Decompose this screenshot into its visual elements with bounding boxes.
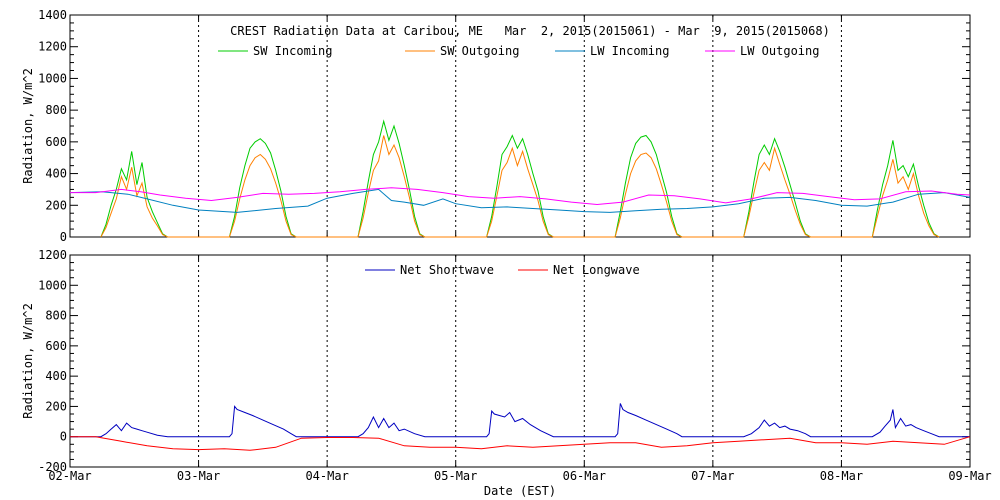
bottom-panel: 02-Mar 03-Mar 04-Mar 05-Mar 06-Mar 07-Mar 08-M…	[38, 248, 992, 483]
top-y-tick-label: 1400	[38, 8, 67, 22]
bottom-y-tick-label: 1200	[38, 248, 67, 262]
lw-incoming-line	[69, 188, 971, 213]
top-y-tick-label: 0	[60, 230, 67, 244]
sw-incoming-legend-label: SW Incoming	[253, 44, 332, 58]
lw-incoming-legend-label: LW Incoming	[590, 44, 669, 58]
top-y-tick-label: 1000	[38, 71, 67, 85]
bottom-y-tick-label: 800	[45, 309, 67, 323]
x-tick-label: 03-Mar	[177, 469, 220, 483]
lw-outgoing-line	[70, 187, 971, 206]
x-tick-label: 02-Mar	[48, 469, 91, 483]
x-axis-label: Date (EST)	[484, 484, 556, 498]
x-tick-label: 05-Mar	[434, 469, 477, 483]
bottom-y-tick-label: -200	[38, 460, 67, 474]
top-y-tick-label: 600	[45, 135, 67, 149]
top-panel: 0 200 400 600 800 1000 1200 1400 SW Incoming SW O…	[38, 8, 971, 244]
chart-title: CREST Radiation Data at Caribou, ME Mar …	[230, 24, 830, 38]
sw-outgoing-line	[100, 135, 940, 238]
bottom-y-axis-label: Radiation, W/m^2	[21, 303, 35, 419]
sw-incoming-line	[100, 119, 940, 238]
top-y-tick-label: 1200	[38, 40, 67, 54]
top-y-axis-label: Radiation, W/m^2	[21, 68, 35, 184]
bottom-y-tick-label: 1000	[38, 278, 67, 292]
x-tick-label: 07-Mar	[691, 469, 734, 483]
bottom-y-tick-label: 400	[45, 369, 67, 383]
bottom-y-tick-label: 200	[45, 399, 67, 413]
lw-outgoing-legend-label: LW Outgoing	[740, 44, 819, 58]
x-tick-label: 06-Mar	[563, 469, 606, 483]
net-shortwave-line	[70, 403, 970, 438]
net-longwave-line	[70, 436, 971, 451]
top-y-tick-label: 400	[45, 167, 67, 181]
x-tick-label: 08-Mar	[820, 469, 863, 483]
x-tick-label: 04-Mar	[305, 469, 348, 483]
top-y-tick-label: 200	[45, 198, 67, 212]
bottom-y-tick-label: 600	[45, 339, 67, 353]
net-shortwave-legend-label: Net Shortwave	[400, 263, 494, 277]
x-tick-label: 09-Mar	[948, 469, 991, 483]
sw-outgoing-legend-label: SW Outgoing	[440, 44, 519, 58]
top-y-tick-label: 800	[45, 103, 67, 117]
net-longwave-legend-label: Net Longwave	[553, 263, 640, 277]
bottom-y-tick-label: 0	[60, 430, 67, 444]
